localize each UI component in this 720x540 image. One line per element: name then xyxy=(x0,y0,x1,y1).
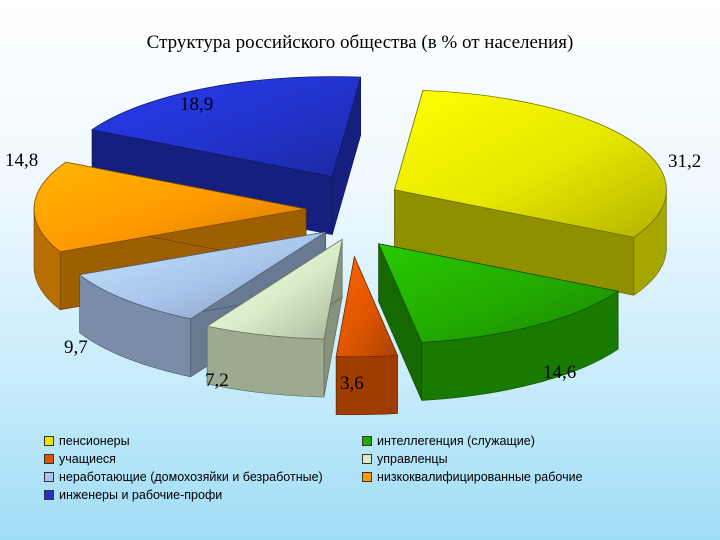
slice-value-label: 9,7 xyxy=(64,337,88,358)
pie-slice xyxy=(335,255,399,416)
slice-value-label: 14,8 xyxy=(5,150,38,171)
legend-label: интеллегенция (служащие) xyxy=(377,433,535,448)
legend-label: инженеры и рабочие-профи xyxy=(59,487,223,502)
legend-item-unemployed: неработающие (домохозяйки и безработные) xyxy=(44,469,362,484)
slice-value-label: 14,6 xyxy=(543,362,576,383)
legend-swatch xyxy=(362,435,372,446)
legend-item-students: учащиеся xyxy=(44,451,362,466)
legend-item-low-skilled: низкоквалифицированные рабочие xyxy=(362,469,662,484)
legend-swatch xyxy=(44,471,54,482)
legend: пенсионеры интеллегенция (служащие) учащ… xyxy=(44,433,664,502)
legend-label: учащиеся xyxy=(59,451,116,466)
legend-item-engineers: инженеры и рабочие-профи xyxy=(44,487,362,502)
legend-item-intelligentsia: интеллегенция (служащие) xyxy=(362,433,662,448)
legend-label: низкоквалифицированные рабочие xyxy=(377,469,583,484)
slice-value-label: 3,6 xyxy=(340,373,364,394)
legend-swatch xyxy=(44,435,54,446)
legend-swatch xyxy=(44,453,54,464)
legend-label: управленцы xyxy=(377,451,448,466)
legend-label: неработающие (домохозяйки и безработные) xyxy=(59,469,323,484)
legend-swatch xyxy=(44,489,54,500)
legend-item-managers: управленцы xyxy=(362,451,662,466)
pie-slice xyxy=(393,89,667,296)
slice-value-label: 31,2 xyxy=(668,151,701,172)
legend-swatch xyxy=(362,471,372,482)
legend-swatch xyxy=(362,453,372,464)
slice-value-label: 7,2 xyxy=(205,370,229,391)
chart-title: Структура российского общества (в % от н… xyxy=(146,32,574,53)
legend-label: пенсионеры xyxy=(59,433,130,448)
legend-item-pensioners: пенсионеры xyxy=(44,433,362,448)
slice-value-label: 18,9 xyxy=(180,94,213,115)
pie-slice xyxy=(206,238,343,398)
pie-slice xyxy=(377,243,620,401)
